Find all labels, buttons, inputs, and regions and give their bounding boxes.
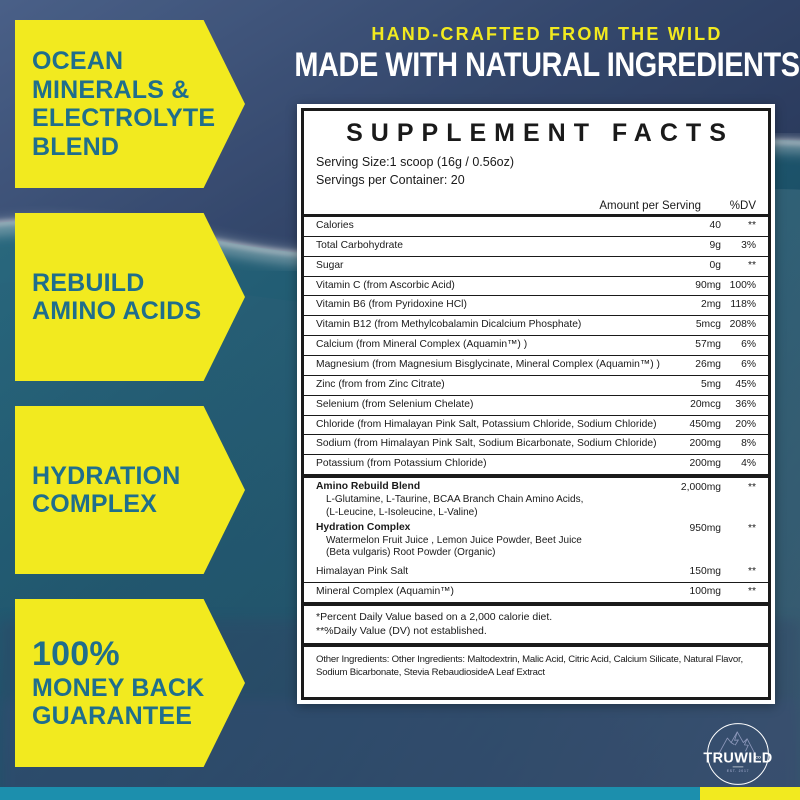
svg-text:CO: CO <box>755 756 761 760</box>
svg-text:EST. 2017: EST. 2017 <box>727 769 750 773</box>
svg-text:TRUWILD: TRUWILD <box>703 750 772 766</box>
